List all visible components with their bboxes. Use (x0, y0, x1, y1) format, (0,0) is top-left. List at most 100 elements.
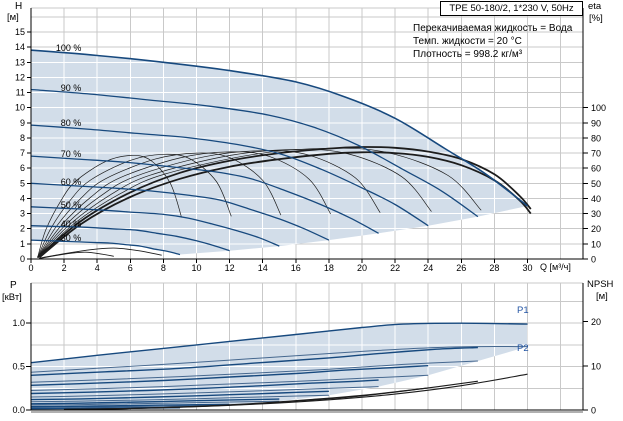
q-tick-label: 30 (522, 263, 532, 273)
npsh-tick-label: 20 (591, 317, 601, 327)
speed-percent-label: 50 % (60, 200, 82, 210)
h-axis-unit: [м] (7, 12, 19, 23)
h-tick-label: 5 (20, 178, 25, 188)
eta-tick-label: 20 (591, 224, 601, 234)
q-tick-label: 24 (423, 263, 433, 273)
h-tick-label: 0 (20, 254, 25, 264)
speed-curve (30, 88, 479, 218)
p1-curve (30, 322, 528, 364)
eta-tick-label: 10 (591, 239, 601, 249)
p1-curve (30, 379, 379, 395)
h-tick-label: 4 (20, 193, 25, 203)
q-tick-label: 10 (191, 263, 201, 273)
speed-percent-label: 70 % (60, 149, 82, 159)
efficiency-curve (39, 251, 114, 259)
speed-curve (30, 155, 379, 234)
eta-tick-label: 0 (591, 255, 596, 265)
h-tick-label: 9 (20, 118, 25, 128)
efficiency-curve (37, 153, 232, 258)
p1-curve (30, 398, 280, 405)
npsh-tick-label: 0 (591, 406, 596, 416)
p2-curve-label: P2 (517, 343, 529, 354)
npsh-curve (64, 387, 429, 411)
q-tick-label: 20 (357, 263, 367, 273)
speed-curve (30, 239, 181, 256)
p2-curve (30, 394, 329, 403)
h-tick-label: 7 (20, 148, 25, 158)
efficiency-curve (39, 247, 162, 259)
h-tick-label: 15 (15, 27, 25, 37)
fluid-info-line: Перекачиваемая жидкость = Вода (413, 23, 573, 34)
eta-tick-label: 50 (591, 179, 601, 189)
h-tick-label: 2 (20, 224, 25, 234)
q-axis-title: Q [м³/ч] (540, 262, 571, 272)
npsh-axis-unit: [м] (596, 291, 608, 302)
speed-curve (30, 225, 230, 252)
speed-curve (30, 182, 330, 241)
npsh-tick-label: 10 (591, 361, 601, 371)
q-tick-label: 0 (28, 263, 33, 273)
fluid-info-line: Плотность = 998.2 кг/м³ (413, 49, 523, 60)
q-tick-label: 2 (62, 263, 67, 273)
speed-percent-label: 60 % (60, 177, 82, 187)
h-tick-label: 14 (15, 42, 25, 52)
fluid-info-block: Перекачиваемая жидкость = Вода Темп. жид… (413, 22, 572, 61)
p2-curve (30, 360, 478, 383)
eta-tick-label: 40 (591, 194, 601, 204)
npsh-axis-title: NPSH (587, 279, 614, 290)
eta-tick-label: 30 (591, 209, 601, 219)
p1-curve (30, 403, 230, 408)
eta-axis-title: eta (588, 1, 602, 12)
q-tick-label: 12 (225, 263, 235, 273)
q-tick-label: 26 (456, 263, 466, 273)
h-tick-label: 12 (15, 72, 25, 82)
eta-tick-label: 60 (591, 164, 601, 174)
eta-axis-unit: [%] (589, 13, 603, 24)
p2-curve (30, 386, 379, 398)
speed-percent-label: 80 % (60, 118, 82, 128)
h-axis-title: H (15, 1, 23, 12)
h-tick-label: 11 (16, 88, 25, 98)
axes (26, 8, 588, 411)
pump-model-title: TPE 50-180/2, 1*230 V, 50Hz (440, 1, 583, 16)
eta-tick-label: 70 (591, 149, 601, 159)
efficiency-curve (37, 146, 532, 259)
q-tick-label: 6 (128, 263, 133, 273)
q-tick-label: 22 (390, 263, 400, 273)
h-tick-label: 3 (20, 209, 25, 219)
speed-curve (30, 206, 280, 247)
h-tick-label: 6 (20, 163, 25, 173)
q-tick-label: 18 (324, 263, 334, 273)
q-tick-label: 28 (489, 263, 499, 273)
h-tick-label: 13 (15, 57, 25, 67)
p-axis-title: P (10, 280, 17, 291)
speed-percent-label: 30 % (60, 233, 82, 243)
p1-curve (30, 346, 478, 376)
p-tick-label: 1.0 (12, 318, 25, 328)
p2-curve (30, 400, 280, 406)
p2-curve (30, 374, 429, 391)
efficiency-curve (37, 147, 482, 258)
eta-tick-label: 90 (591, 118, 601, 128)
p2-curve (30, 346, 528, 373)
speed-percent-label: 100 % (55, 43, 82, 53)
p1-curve (30, 365, 429, 386)
speed-curve (30, 49, 528, 207)
speed-curve (30, 124, 429, 227)
p1-curve (30, 390, 329, 401)
q-tick-label: 16 (291, 263, 301, 273)
p-tick-label: 0.5 (12, 362, 25, 372)
h-tick-label: 10 (15, 103, 25, 113)
p1-curve-label: P1 (517, 305, 529, 316)
speed-percent-label: 90 % (60, 83, 82, 93)
efficiency-curve (37, 151, 331, 258)
h-tick-label: 8 (20, 133, 25, 143)
efficiency-curve (37, 149, 432, 258)
fluid-info-line: Темп. жидкости = 20 °C (413, 36, 522, 47)
eta-tick-label: 80 (591, 133, 601, 143)
q-tick-label: 8 (161, 263, 166, 273)
eta-tick-label: 100 (591, 103, 606, 113)
p-tick-label: 0.0 (12, 405, 25, 415)
efficiency-curve (37, 155, 182, 258)
